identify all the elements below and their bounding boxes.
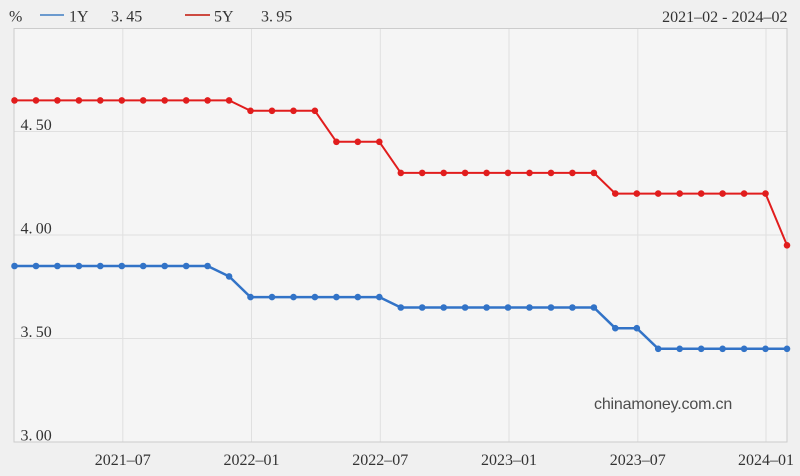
svg-text:5Y: 5Y [214,9,234,26]
svg-text:3. 00: 3. 00 [21,428,52,445]
svg-text:1Y: 1Y [69,9,89,26]
svg-text:2021–07: 2021–07 [95,452,151,469]
svg-text:2023–07: 2023–07 [610,452,666,469]
svg-text:2023–01: 2023–01 [481,452,537,469]
svg-text:2021–02 - 2024–02: 2021–02 - 2024–02 [662,9,787,26]
svg-text:4. 00: 4. 00 [21,221,52,238]
svg-text:2022–01: 2022–01 [224,452,280,469]
svg-text:2024–01: 2024–01 [738,452,794,469]
svg-text:3. 50: 3. 50 [21,324,52,341]
svg-text:3. 45: 3. 45 [111,9,142,26]
svg-text:2022–07: 2022–07 [352,452,408,469]
svg-text:%: % [9,9,22,26]
svg-text:3. 95: 3. 95 [261,9,292,26]
svg-text:chinamoney.com.cn: chinamoney.com.cn [594,396,732,413]
svg-text:4. 50: 4. 50 [21,117,52,134]
